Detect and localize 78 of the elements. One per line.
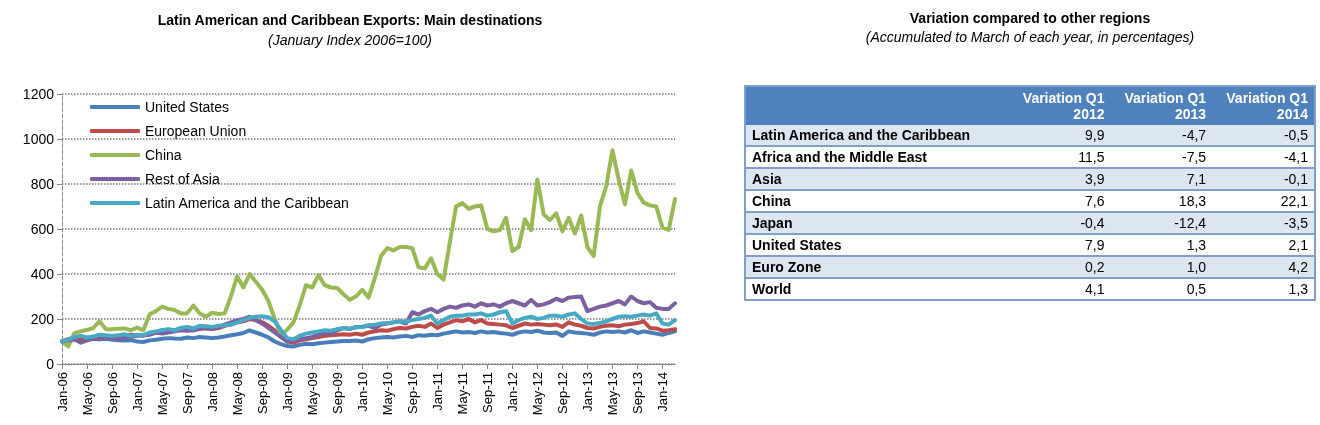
- data-label: -3,5: [1212, 212, 1315, 234]
- data-label: 0,5: [1110, 278, 1213, 300]
- data-label: -4,1: [1212, 146, 1315, 168]
- category-label: World: [745, 278, 1009, 300]
- x-tick-label: Jan-10: [354, 372, 370, 412]
- line-series: [60, 309, 677, 344]
- legend-label: China: [145, 147, 182, 163]
- legend-label: Rest of Asia: [145, 171, 220, 187]
- legend-label: European Union: [145, 123, 247, 139]
- x-tick-label: Jan-09: [279, 372, 295, 412]
- x-tick-label: May-06: [79, 372, 95, 416]
- x-tick-label: Sep-11: [479, 372, 495, 413]
- data-label: -12,4: [1110, 212, 1213, 234]
- y-tick-label: 1200: [22, 86, 55, 102]
- line-series: [60, 148, 677, 349]
- data-label: -7,5: [1110, 146, 1213, 168]
- data-label: 7,1: [1110, 168, 1213, 190]
- data-label: 3,9: [1008, 168, 1111, 190]
- y-tick-label: 400: [30, 266, 55, 282]
- data-label: 18,3: [1110, 190, 1213, 212]
- y-tick-label: 200: [30, 311, 55, 327]
- category-label: United States: [745, 234, 1009, 256]
- data-label: 1,0: [1110, 256, 1213, 278]
- data-label: 11,5: [1008, 146, 1111, 168]
- data-label: 0,2: [1008, 256, 1111, 278]
- category-label: Africa and the Middle East: [745, 146, 1009, 168]
- data-label: 1,3: [1212, 278, 1315, 300]
- x-tick-label: Jan-07: [129, 372, 145, 412]
- chart-subtitle: (January Index 2006=100): [268, 32, 432, 48]
- x-tick-label: Jan-13: [579, 372, 595, 412]
- x-tick-label: Jan-11: [429, 372, 445, 411]
- y-tick-label: 800: [30, 176, 55, 192]
- x-tick-label: May-10: [379, 372, 395, 416]
- x-tick-label: May-07: [154, 372, 170, 416]
- x-tick-label: May-13: [604, 372, 620, 416]
- legend-label: Latin America and the Caribbean: [145, 195, 349, 211]
- series-label: Variation Q1 2014: [1212, 86, 1315, 125]
- data-label: 4,1: [1008, 278, 1111, 300]
- x-tick-label: Jan-12: [504, 372, 520, 412]
- text: (Accumulated to March of each year, in percentages): [864, 29, 1196, 45]
- x-tick-label: Sep-08: [254, 372, 270, 414]
- series-label: Variation Q1 2013: [1110, 86, 1213, 125]
- y-tick-label: 1000: [22, 131, 55, 147]
- series-label: Variation Q1 2012: [1008, 86, 1111, 125]
- data-label: -0,5: [1212, 125, 1315, 146]
- data-label: 2,1: [1212, 234, 1315, 256]
- x-tick-label: Sep-09: [329, 372, 345, 414]
- data-label: 1,3: [1110, 234, 1213, 256]
- legend-label: United States: [145, 99, 230, 115]
- x-tick-label: Sep-07: [179, 372, 195, 414]
- category-label: Euro Zone: [745, 256, 1009, 278]
- x-tick-label: Jan-06: [54, 372, 70, 412]
- data-label: 22,1: [1212, 190, 1315, 212]
- data-label: -0,1: [1212, 168, 1315, 190]
- x-tick-label: May-09: [304, 372, 320, 416]
- x-tick-label: Sep-13: [629, 372, 645, 414]
- data-label: 4,2: [1212, 256, 1315, 278]
- x-tick-label: May-11: [454, 372, 470, 415]
- data-label: -0,4: [1008, 212, 1111, 234]
- category-label: China: [745, 190, 1009, 212]
- x-tick-label: Sep-10: [404, 372, 420, 414]
- x-tick-label: Sep-12: [554, 372, 570, 414]
- data-label: 7,9: [1008, 234, 1111, 256]
- x-tick-label: May-08: [229, 372, 245, 416]
- data-label: 7,6: [1008, 190, 1111, 212]
- category-label: Latin America and the Caribbean: [745, 125, 1009, 146]
- chart-title: Latin American and Caribbean Exports: Main destinations: [157, 12, 543, 28]
- text: Variation compared to other regions: [908, 10, 1152, 26]
- x-tick-label: Jan-08: [204, 372, 220, 412]
- y-tick-label: 600: [30, 221, 55, 237]
- x-tick-label: Sep-06: [104, 372, 120, 414]
- data-label: 9,9: [1008, 125, 1111, 146]
- category-label: Japan: [745, 212, 1009, 234]
- y-tick-label: 0: [46, 356, 55, 372]
- x-tick-label: Jan-14: [654, 372, 670, 412]
- category-label: Asia: [745, 168, 1009, 190]
- x-tick-label: May-12: [529, 372, 545, 416]
- data-label: -4,7: [1110, 125, 1213, 146]
